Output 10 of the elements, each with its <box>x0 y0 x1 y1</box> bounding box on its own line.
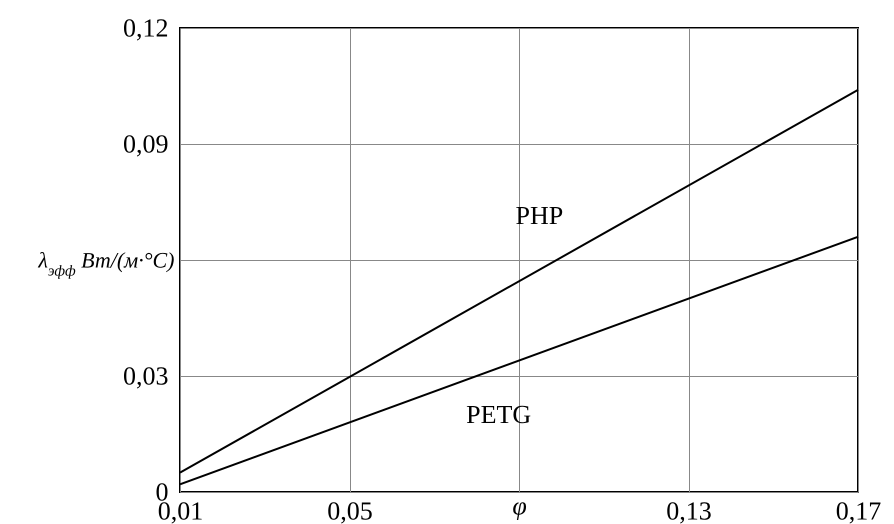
series-label: PETG <box>466 400 532 430</box>
series-label: PHP <box>515 200 564 230</box>
y-tick-label: 0,09 <box>123 130 168 158</box>
x-tick-label: 0,05 <box>327 496 373 524</box>
x-axis-title: φ <box>512 492 527 520</box>
x-tick-label: 0,17 <box>836 496 882 524</box>
x-tick-label: 0,13 <box>666 496 712 524</box>
y-tick-label: 0,03 <box>123 362 168 390</box>
y-axis-title: λ$_{эфф}$ Вт/(м·°C) <box>37 248 174 280</box>
y-tick-label: 0,12 <box>123 14 168 42</box>
